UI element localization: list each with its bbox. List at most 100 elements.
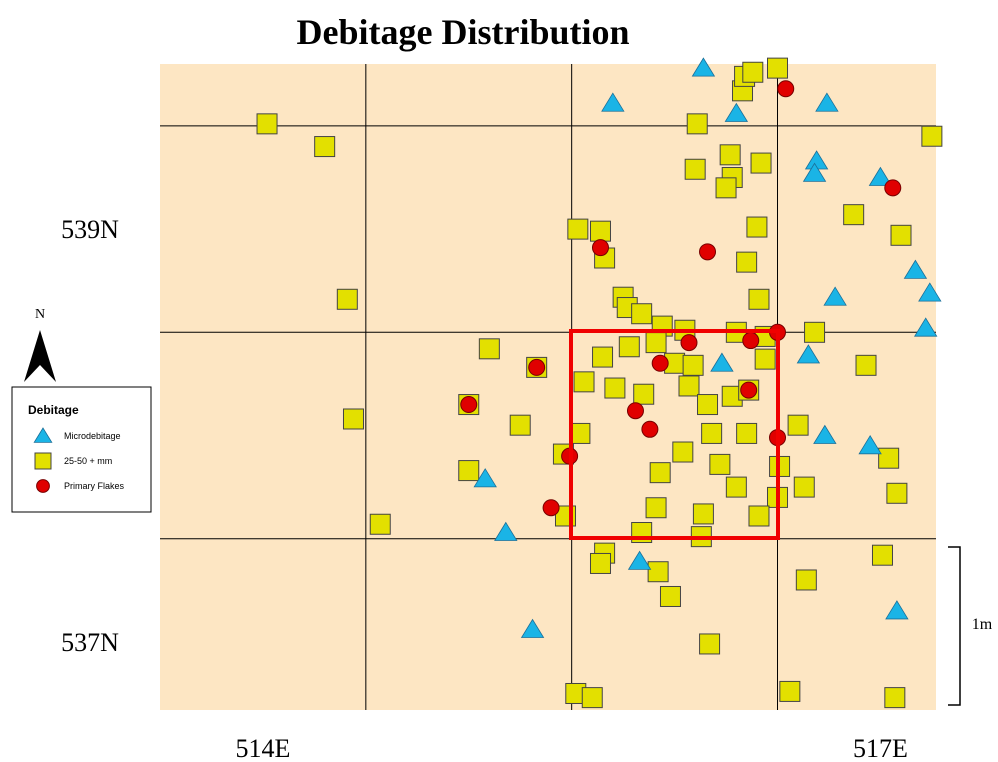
square-marker xyxy=(336,288,358,310)
square-marker xyxy=(589,552,611,574)
square-marker xyxy=(701,422,723,444)
square-marker xyxy=(750,152,772,174)
square-marker xyxy=(725,476,747,498)
square-marker xyxy=(678,375,700,397)
triangle-marker xyxy=(885,600,909,620)
square-marker xyxy=(342,408,364,430)
y-tick-label: 539N xyxy=(61,215,119,244)
square-marker xyxy=(659,585,681,607)
square-marker xyxy=(684,158,706,180)
triangle-marker xyxy=(627,550,652,570)
square-marker xyxy=(573,371,595,393)
square-marker xyxy=(884,687,906,709)
square-marker xyxy=(478,338,500,360)
triangle-marker xyxy=(796,344,821,364)
square-marker xyxy=(645,332,667,354)
triangle-marker xyxy=(813,424,837,444)
triangle-marker xyxy=(802,162,827,182)
square-marker xyxy=(736,422,758,444)
square-marker xyxy=(754,348,776,370)
circle-marker xyxy=(626,402,644,420)
x-tick-label: 514E xyxy=(235,734,290,762)
triangle-marker xyxy=(601,92,625,112)
square-marker xyxy=(567,218,589,240)
triangle-marker xyxy=(918,282,942,302)
square-marker xyxy=(878,447,900,469)
circle-marker xyxy=(742,332,760,350)
square-marker xyxy=(592,346,614,368)
triangle-marker xyxy=(710,352,734,372)
legend-label: Primary Flakes xyxy=(64,481,125,491)
square-marker xyxy=(686,113,708,135)
triangle-marker xyxy=(473,468,497,488)
square-marker xyxy=(715,177,737,199)
legend-box xyxy=(11,386,152,513)
triangle-marker xyxy=(858,435,882,455)
circle-marker xyxy=(591,239,609,257)
square-marker xyxy=(886,482,908,504)
scale-label: 1m xyxy=(972,616,993,633)
triangle-marker xyxy=(815,92,839,112)
triangle-marker xyxy=(903,259,928,279)
legend-title: Debitage xyxy=(28,403,79,417)
square-marker xyxy=(736,251,758,273)
circle-marker xyxy=(740,381,758,399)
legend-label: 25-50 + mm xyxy=(64,456,112,466)
square-marker xyxy=(746,216,768,238)
square-marker xyxy=(779,680,801,702)
square-marker xyxy=(804,321,826,343)
square-marker xyxy=(787,414,809,436)
square-marker xyxy=(604,377,626,399)
legend-swatch xyxy=(36,479,50,493)
square-marker xyxy=(589,220,611,242)
circle-marker xyxy=(528,358,546,376)
triangle-marker xyxy=(520,618,545,638)
square-marker xyxy=(921,125,943,147)
square-marker xyxy=(699,633,721,655)
square-marker xyxy=(748,505,770,527)
square-marker xyxy=(890,224,912,246)
square-marker xyxy=(855,354,877,376)
circle-marker xyxy=(542,499,560,517)
square-marker xyxy=(458,460,480,482)
square-marker xyxy=(618,336,640,358)
triangle-marker xyxy=(823,286,847,306)
triangle-marker xyxy=(868,166,893,186)
circle-marker xyxy=(680,334,698,352)
square-marker xyxy=(369,513,391,535)
x-tick-label: 517E xyxy=(853,734,908,762)
square-marker xyxy=(793,476,815,498)
square-marker xyxy=(631,303,653,325)
highlight-unit xyxy=(569,329,780,540)
square-marker xyxy=(767,57,789,79)
square-marker xyxy=(719,144,741,166)
circle-marker xyxy=(651,354,669,372)
square-marker xyxy=(692,503,714,525)
square-marker xyxy=(509,414,531,436)
square-marker xyxy=(742,61,764,83)
legend-label: Microdebitage xyxy=(64,431,121,441)
circle-marker xyxy=(460,396,478,414)
square-marker xyxy=(682,354,704,376)
square-marker xyxy=(256,113,278,135)
square-marker xyxy=(645,497,667,519)
square-marker xyxy=(748,288,770,310)
circle-marker xyxy=(699,243,717,261)
square-marker xyxy=(795,569,817,591)
square-marker xyxy=(647,561,669,583)
square-marker xyxy=(633,383,655,405)
scale-bar xyxy=(948,546,961,706)
circle-marker xyxy=(777,80,795,98)
legend-swatch xyxy=(34,452,52,470)
triangle-marker xyxy=(691,57,716,77)
legend-swatch xyxy=(33,427,53,443)
north-arrow xyxy=(24,330,56,382)
square-marker xyxy=(843,204,865,226)
triangle-marker xyxy=(494,521,518,541)
map-area xyxy=(160,64,936,710)
square-marker xyxy=(871,544,893,566)
triangle-marker xyxy=(913,317,938,337)
triangle-marker xyxy=(724,102,749,122)
square-marker xyxy=(672,441,694,463)
